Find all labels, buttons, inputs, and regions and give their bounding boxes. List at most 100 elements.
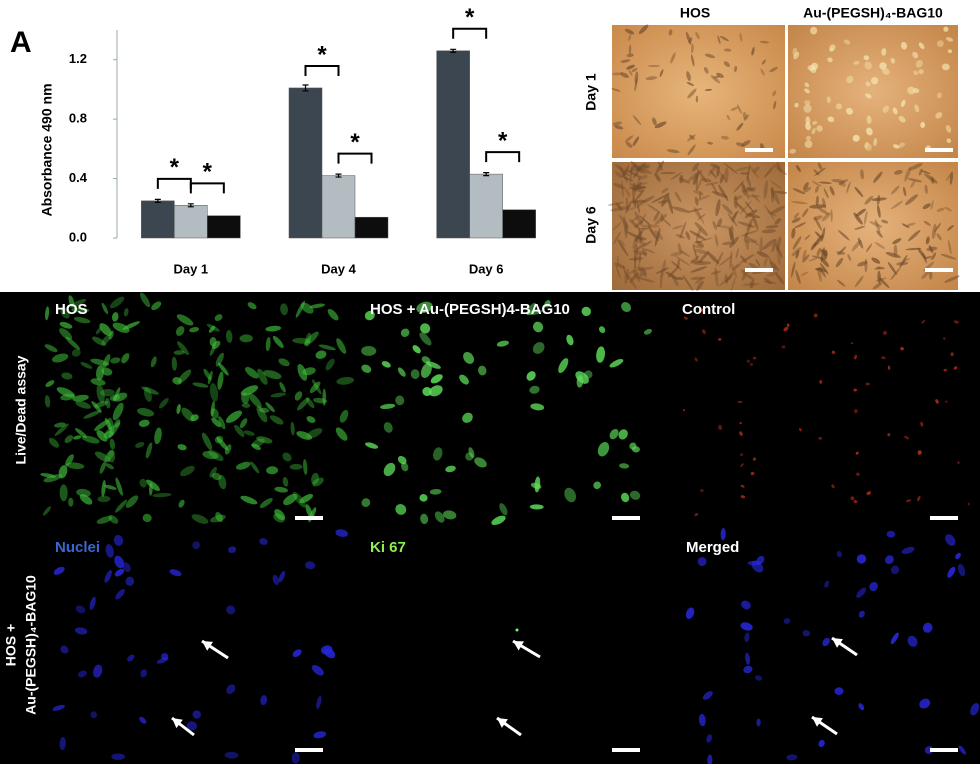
cell — [42, 506, 51, 516]
cell — [931, 223, 937, 240]
cell — [79, 494, 93, 505]
cell — [690, 276, 706, 280]
cell — [955, 552, 961, 560]
cell — [795, 165, 801, 172]
cell — [901, 223, 910, 228]
cell — [735, 142, 746, 147]
cell — [496, 340, 509, 347]
cell — [695, 167, 708, 183]
cell — [742, 111, 747, 120]
cell — [659, 69, 664, 78]
cell — [102, 354, 111, 369]
cell — [760, 68, 765, 76]
cell — [654, 160, 665, 176]
cell — [694, 249, 709, 255]
cell — [877, 270, 881, 284]
significance-label: * — [203, 159, 213, 186]
error-bar — [187, 203, 194, 208]
cell — [273, 513, 285, 523]
cell — [420, 323, 431, 334]
cell — [226, 605, 236, 615]
cell — [336, 338, 347, 354]
y-tick-label: 1.2 — [69, 51, 87, 66]
cell — [860, 169, 865, 180]
cell — [224, 751, 239, 759]
cell — [178, 499, 185, 508]
cell — [827, 116, 835, 123]
cell — [631, 187, 645, 193]
cell — [947, 49, 952, 54]
cell — [235, 461, 251, 470]
cell — [892, 238, 902, 245]
cell — [731, 210, 739, 221]
cell — [866, 491, 872, 495]
cell — [251, 443, 261, 451]
cell — [958, 745, 967, 755]
cell — [327, 308, 339, 321]
cell — [740, 484, 745, 488]
cell — [683, 408, 686, 412]
cell — [866, 127, 873, 136]
cell — [609, 359, 624, 368]
cell — [299, 493, 314, 504]
cell — [283, 493, 298, 506]
cell — [729, 236, 739, 249]
row-title: Au-(PEGSH)₄-BAG10 — [23, 575, 39, 715]
cell — [718, 424, 723, 431]
arrow-head — [832, 638, 843, 648]
cell — [858, 610, 865, 618]
cell — [901, 546, 915, 554]
cell — [701, 329, 706, 335]
cell — [733, 180, 745, 193]
cell — [175, 326, 185, 336]
cell — [935, 399, 939, 404]
cell — [802, 630, 811, 637]
bar — [288, 87, 323, 239]
cell — [900, 41, 908, 50]
cell — [716, 165, 720, 177]
cell — [636, 201, 640, 214]
significance-bracket — [452, 27, 488, 39]
cell — [751, 47, 755, 56]
cell — [865, 382, 870, 386]
cell — [59, 736, 66, 751]
cell — [944, 275, 960, 283]
cell — [636, 182, 649, 186]
cell — [808, 257, 818, 262]
cell — [433, 447, 443, 461]
cell — [819, 263, 829, 275]
cell — [856, 472, 860, 476]
cell — [380, 403, 396, 410]
cell — [534, 476, 541, 493]
cell — [890, 565, 900, 575]
cell — [834, 687, 844, 695]
cell — [65, 454, 74, 466]
cell — [953, 366, 958, 370]
cell — [96, 384, 105, 403]
cell — [795, 270, 801, 285]
cell — [887, 365, 891, 370]
cell — [819, 379, 823, 384]
cell — [743, 114, 750, 121]
cell — [381, 361, 391, 368]
cell — [912, 51, 919, 59]
cell — [724, 167, 729, 184]
cell — [274, 486, 288, 493]
cell — [177, 369, 192, 384]
cell — [629, 166, 633, 184]
cell — [125, 495, 139, 508]
x-tick-label: Day 6 — [469, 261, 504, 276]
cell — [940, 253, 957, 260]
cell — [111, 753, 126, 760]
cell — [918, 42, 925, 50]
cell — [526, 302, 537, 316]
cell — [282, 452, 292, 462]
cell — [306, 416, 316, 423]
cell — [101, 480, 106, 497]
cell — [634, 211, 643, 226]
cell — [361, 364, 372, 373]
cell — [192, 541, 201, 550]
cell — [280, 303, 288, 316]
cell — [621, 302, 632, 312]
cell — [629, 163, 637, 173]
